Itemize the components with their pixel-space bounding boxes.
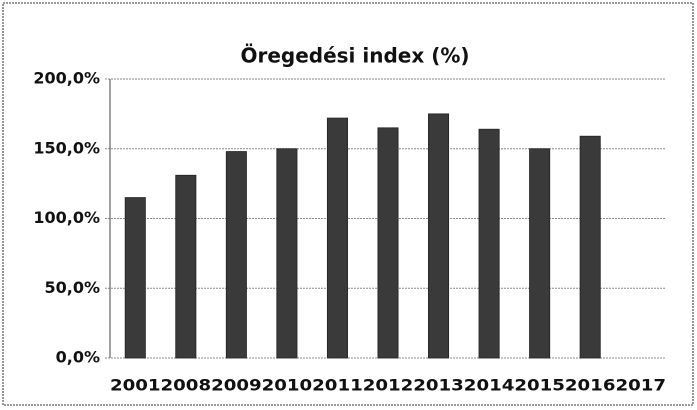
chart-title: Öregedési index (%) (240, 44, 469, 68)
x-tick-label: 2017 (615, 376, 666, 395)
x-tick-label: 2012 (363, 376, 414, 395)
bar (478, 128, 500, 359)
x-tick-label: 2008 (161, 376, 212, 395)
y-tick-label: 200,0% (33, 69, 100, 88)
y-tick-label: 100,0% (33, 208, 100, 227)
bar (579, 135, 601, 359)
bar (428, 113, 450, 359)
chart-border (2, 2, 694, 406)
bar (377, 127, 399, 359)
x-tick-label: 2015 (514, 376, 565, 395)
bar (225, 151, 247, 359)
x-tick-label: 2014 (464, 376, 515, 395)
x-tick-label: 2001 (110, 376, 161, 395)
x-tick-label: 2016 (565, 376, 616, 395)
y-tick-label: 0,0% (56, 348, 100, 367)
bar (529, 148, 551, 359)
bar (175, 174, 197, 359)
x-tick-label: 2013 (413, 376, 464, 395)
y-tick-label: 50,0% (44, 278, 100, 297)
bar (326, 117, 348, 359)
x-tick-label: 2011 (312, 376, 363, 395)
bar (124, 197, 146, 359)
x-tick-label: 2010 (262, 376, 313, 395)
x-tick-label: 2009 (211, 376, 262, 395)
bar (276, 148, 298, 359)
y-tick-label: 150,0% (33, 138, 100, 157)
